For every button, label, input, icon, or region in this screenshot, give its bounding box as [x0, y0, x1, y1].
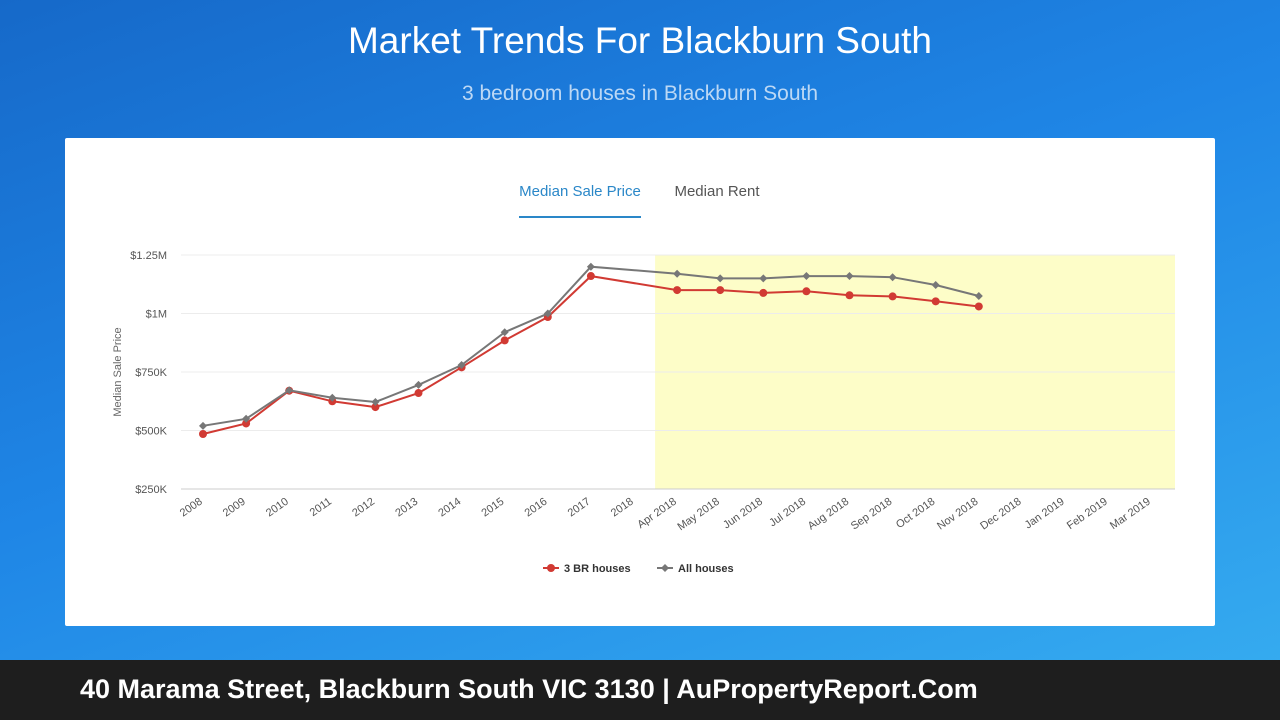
data-point — [586, 262, 595, 271]
data-point — [328, 393, 337, 402]
legend-label: 3 BR houses — [564, 563, 631, 575]
data-point — [673, 286, 682, 295]
page-title: Market Trends For Blackburn South — [347, 20, 933, 61]
data-point — [242, 414, 251, 423]
data-point — [500, 336, 509, 345]
data-point — [974, 302, 983, 311]
x-tick-label: Jan 2019 — [1023, 496, 1067, 532]
x-tick-label: Oct 2018 — [894, 496, 937, 531]
data-point — [716, 286, 725, 295]
legend-swatch-marker — [547, 564, 555, 572]
data-point — [759, 274, 768, 283]
y-tick-label: $500K — [135, 426, 167, 438]
chart-card: Median Sale Price Median Rent $250K $500K… — [65, 138, 1215, 626]
data-point — [888, 273, 897, 282]
line-chart: $250K $500K $750K $1M $1.25M Median Sale Pric… — [112, 250, 1175, 575]
tab-median-sale-price[interactable]: Median Sale Price — [519, 182, 641, 218]
x-tick-label: 2011 — [308, 496, 334, 519]
data-point — [285, 386, 294, 395]
y-tick-label: $1M — [146, 309, 167, 321]
series-line-1 — [202, 265, 980, 427]
x-tick-label: Nov 2018 — [935, 496, 980, 533]
x-tick-label: 2009 — [221, 496, 248, 520]
data-point — [242, 419, 251, 428]
x-tick-label: 2010 — [264, 496, 291, 520]
data-point — [586, 272, 595, 281]
y-tick-label: $750K — [135, 367, 167, 379]
x-tick-label: Jun 2018 — [721, 496, 765, 532]
data-point — [759, 288, 768, 297]
x-tick-label: Apr 2018 — [635, 496, 678, 531]
data-point — [802, 287, 811, 296]
x-tick-label: Feb 2019 — [1065, 496, 1110, 532]
x-tick-label: Mar 2019 — [1108, 496, 1153, 532]
data-point — [199, 421, 207, 430]
data-point — [457, 360, 466, 369]
x-tick-label: Sep 2018 — [849, 496, 894, 533]
x-tick-label: 2017 — [566, 496, 593, 520]
data-point — [371, 403, 380, 412]
data-point — [845, 291, 854, 300]
x-tick-label: 2016 — [523, 496, 550, 520]
chart-tabs: Median Sale Price Median Rent — [65, 182, 1215, 218]
data-point — [500, 328, 509, 337]
data-point — [845, 272, 854, 281]
x-tick-label: 2014 — [436, 496, 463, 520]
x-tick-label: Dec 2018 — [978, 496, 1023, 533]
data-point — [931, 280, 940, 289]
legend-swatch-marker — [661, 564, 669, 572]
x-tick-label: Jul 2018 — [767, 496, 808, 530]
page-subtitle: 3 bedroom houses in Blackburn South — [461, 82, 819, 105]
x-tick-label: 2015 — [479, 496, 506, 520]
data-point — [888, 292, 897, 301]
tab-median-rent[interactable]: Median Rent — [674, 183, 760, 200]
series-line-0 — [202, 275, 979, 435]
x-tick-label: Aug 2018 — [806, 496, 851, 533]
y-axis-title: Median Sale Price — [112, 327, 124, 416]
x-tick-label: 2013 — [393, 496, 420, 520]
data-point — [371, 397, 380, 406]
data-point — [673, 269, 682, 278]
x-tick-label: 2018 — [609, 496, 636, 520]
footer-address: 40 Marama Street, Blackburn South VIC 31… — [80, 674, 978, 704]
footer-bar: 40 Marama Street, Blackburn South VIC 31… — [0, 660, 1280, 720]
x-tick-label: 2012 — [350, 496, 377, 520]
legend-label: All houses — [678, 563, 734, 575]
data-point — [802, 272, 811, 281]
data-point — [414, 389, 423, 398]
data-point — [543, 309, 552, 318]
x-tick-label: 2008 — [178, 496, 205, 520]
x-tick-label: May 2018 — [675, 496, 721, 534]
data-point — [931, 297, 940, 306]
data-point — [974, 291, 983, 300]
y-tick-label: $250K — [135, 484, 167, 496]
data-point — [414, 380, 423, 389]
y-tick-label: $1.25M — [130, 250, 167, 262]
data-point — [716, 274, 725, 283]
data-point — [199, 430, 207, 439]
